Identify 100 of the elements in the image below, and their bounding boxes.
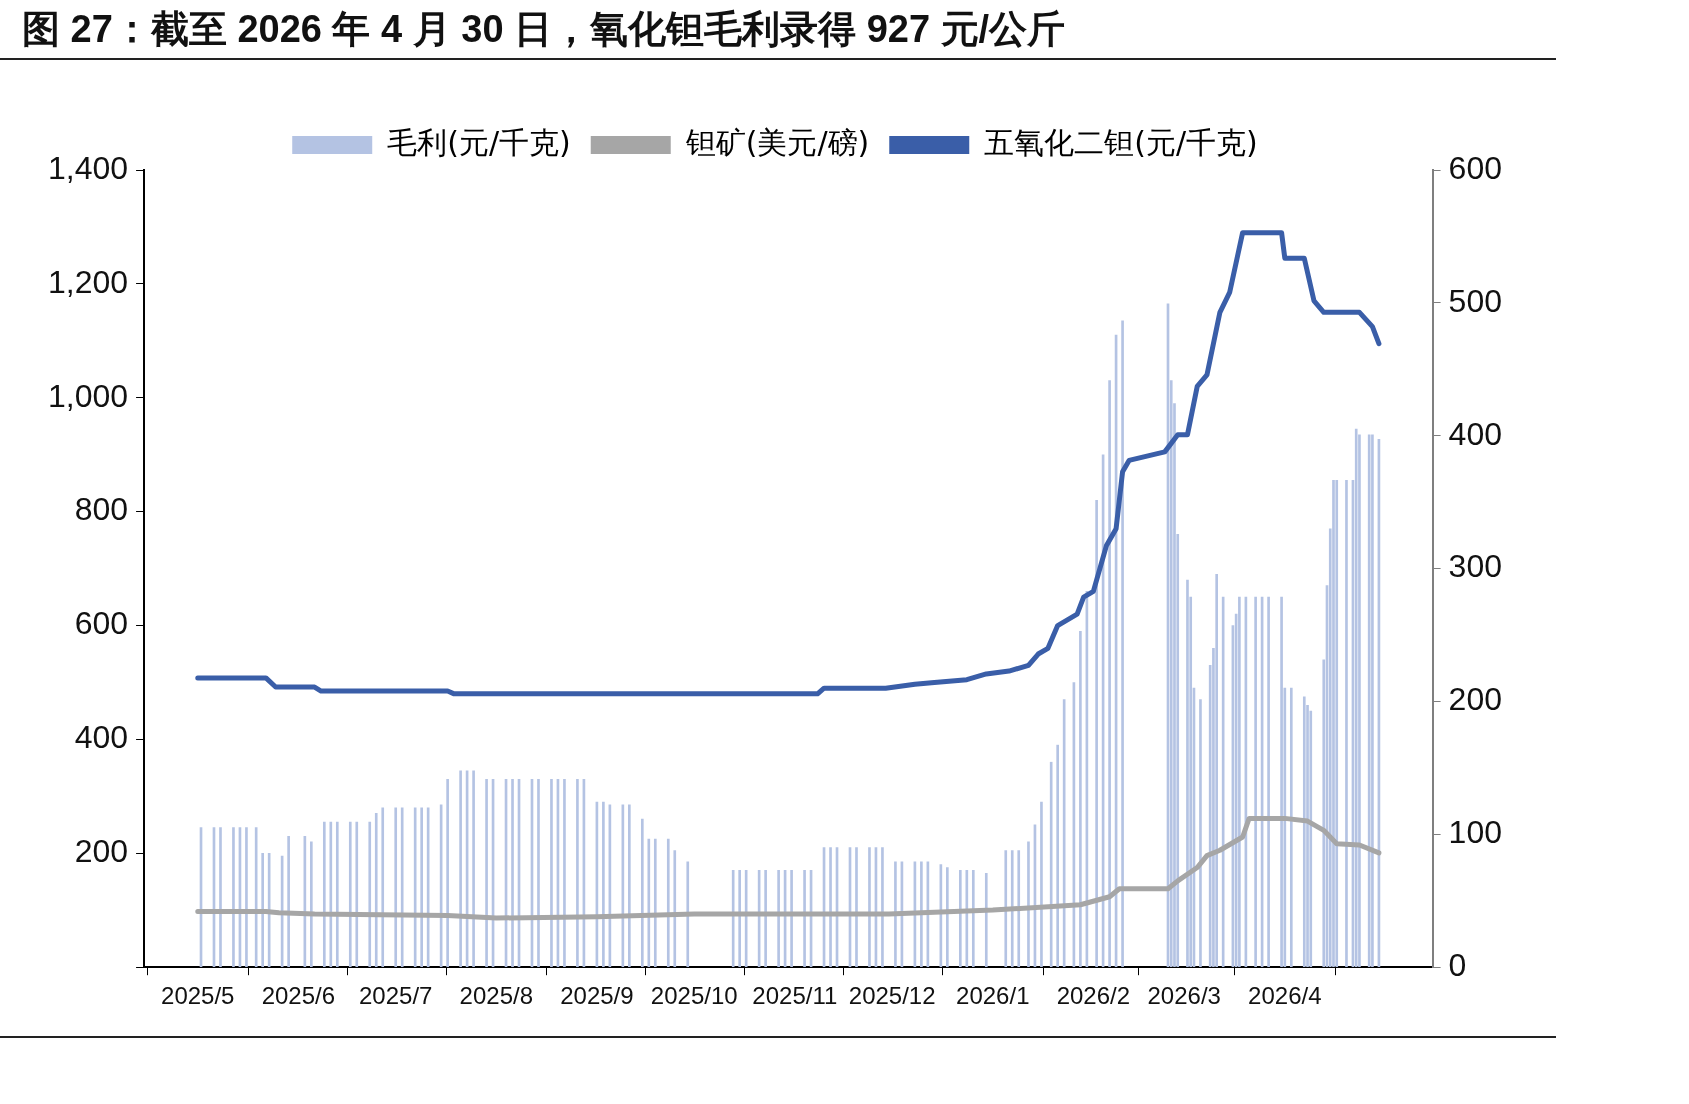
bar [1289,687,1293,968]
bar [1367,434,1371,968]
bar [640,818,644,968]
bar [984,872,988,968]
y-tick-label: 400 [74,719,129,756]
legend-label: 五氧化二钽(元/千克) [984,124,1258,160]
x-tick-label: 2025/7 [359,982,433,1010]
bar [245,827,248,968]
bar [1335,480,1339,968]
bar [1354,428,1358,968]
bar [881,847,884,968]
y-tick-label: 1,200 [48,263,129,300]
bar [394,807,398,968]
bar [400,807,404,968]
bar [1095,499,1098,968]
bar [472,770,475,968]
bar [829,847,832,968]
bar [1027,841,1030,968]
x-tick-label: 2025/8 [459,982,533,1010]
bar [1332,480,1335,968]
bar [348,821,352,968]
y-tick-label: 1,400 [48,149,129,186]
x-tick-label: 2025/9 [560,982,634,1010]
bar [628,804,631,968]
bar [686,861,690,968]
bar [1371,434,1374,968]
bar [511,778,514,968]
bar [1267,596,1270,968]
bar [868,847,871,968]
bar [965,870,969,968]
bar [287,835,290,968]
x-tick-label: 2025/10 [650,982,738,1010]
x-tick-label: 2025/12 [848,982,936,1010]
legend-label: 毛利(元/千克) [387,124,571,160]
y2-tick-label: 500 [1448,282,1502,319]
x-tick-label: 2025/5 [161,982,235,1010]
bar [1199,699,1202,968]
y2-tick-label: 100 [1448,814,1502,851]
bar [485,778,488,968]
bar [254,827,258,968]
bar [666,838,670,968]
x-tick-label: 2026/3 [1147,982,1221,1010]
bar [673,850,677,968]
bar [420,807,423,968]
bar [1004,850,1008,968]
y-tick-label: 200 [74,833,129,870]
bar [971,870,975,968]
bar [803,870,806,968]
bar [329,821,333,968]
bar [1254,596,1257,968]
bar [1108,380,1111,968]
bar [322,821,326,968]
legend-label: 钽矿(美元/磅) [684,124,870,160]
bar [413,807,417,968]
chart-title: 图 27：截至 2026 年 4 月 30 日，氧化钽毛利录得 927 元/公斤 [22,7,1066,52]
x-tick-label: 2026/4 [1248,982,1322,1010]
y2-tick-label: 300 [1448,548,1502,585]
bar [261,852,264,968]
bar [777,870,780,968]
bar [731,870,735,968]
bar [790,870,793,968]
bar [1186,579,1189,968]
y-tick-label: 1,000 [48,377,129,414]
x-tick-label: 2025/6 [261,982,336,1010]
bar [653,838,657,968]
bar [855,847,858,968]
bar [446,778,449,968]
bar [459,770,462,968]
bar [959,870,962,968]
bar [946,867,949,968]
bar [310,841,313,968]
bar [1049,761,1053,968]
bar [232,827,235,968]
bar [894,861,897,968]
bar [764,870,767,968]
bar [374,813,378,968]
y2-tick-label: 600 [1448,149,1502,186]
bar [602,801,605,968]
bar [381,807,385,968]
bar [1079,630,1082,968]
bar [1056,744,1059,968]
y-tick-label: 800 [74,491,129,528]
y2-tick-label: 0 [1448,947,1467,984]
bar [563,778,566,968]
y2-tick-label: 400 [1448,415,1502,452]
bar [1121,320,1124,968]
bar [738,870,741,968]
bar [1010,850,1014,968]
bar [550,778,553,968]
x-tick-label: 2026/2 [1056,982,1131,1010]
y2-tick-label: 200 [1448,681,1502,718]
x-tick-label: 2026/1 [956,982,1030,1010]
y-tick-label: 600 [74,605,129,642]
bar [537,778,540,968]
bar [1040,801,1043,968]
bar [335,821,339,968]
bar [355,821,359,968]
bar [1017,850,1021,968]
bar [1302,696,1306,968]
bar [576,778,579,968]
